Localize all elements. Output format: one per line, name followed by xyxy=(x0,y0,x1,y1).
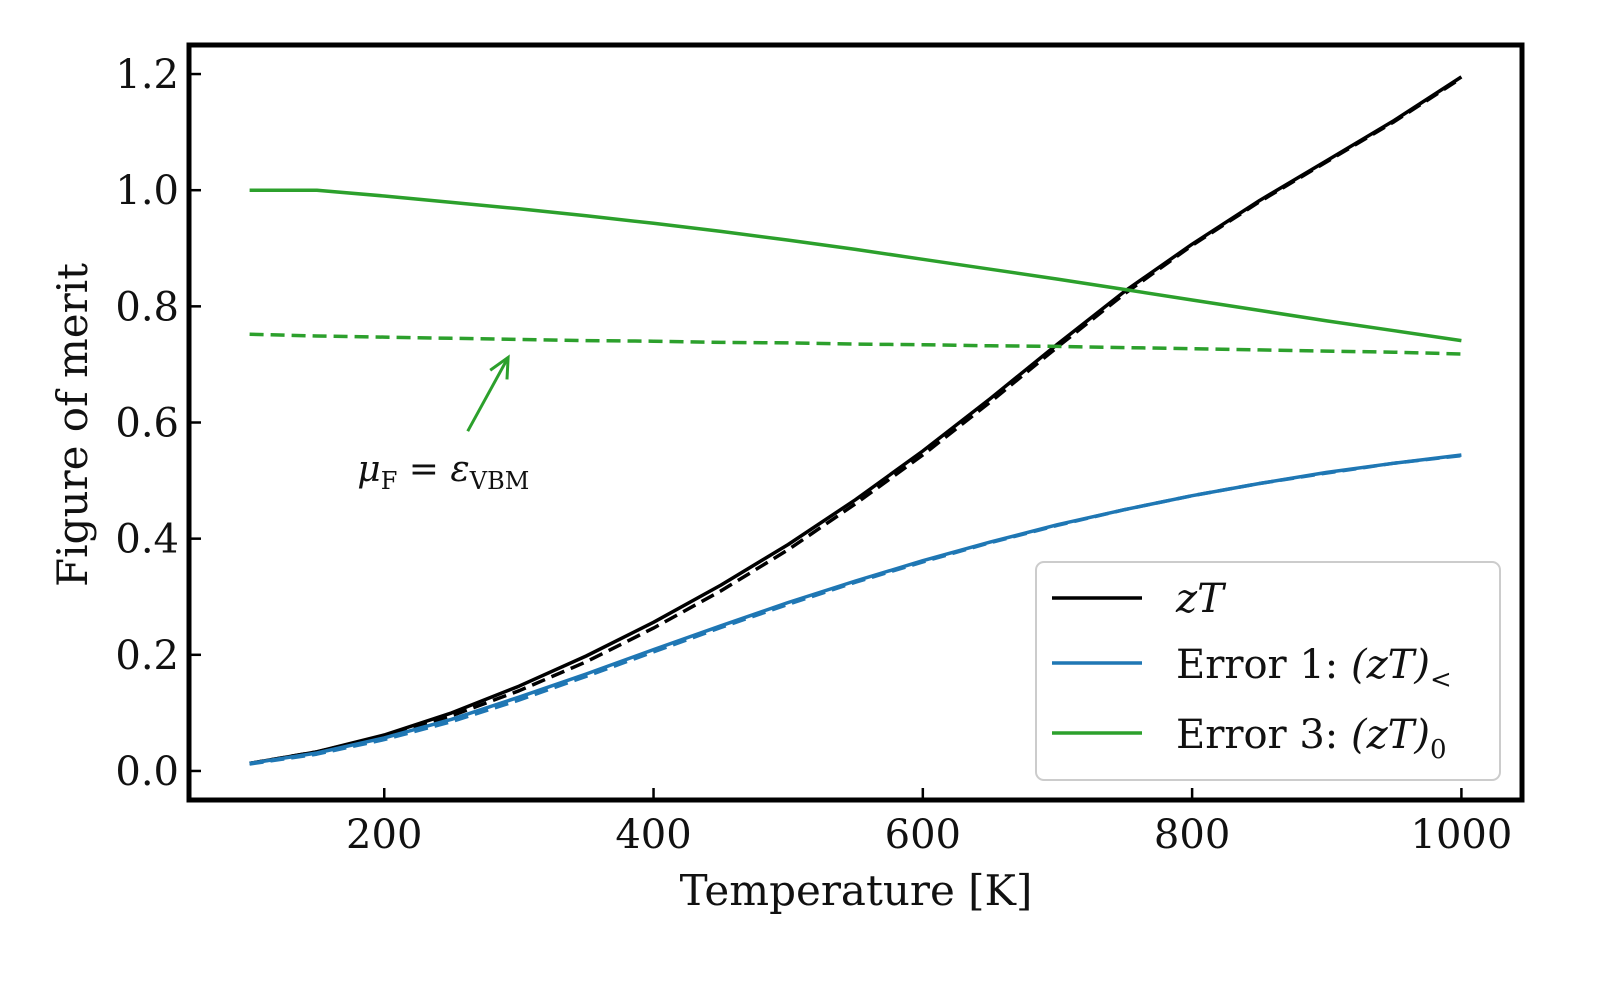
annotation-epsilon: ε xyxy=(450,449,469,490)
series-line-error-3-dashed xyxy=(249,332,1462,356)
annotation-eq: = xyxy=(397,449,450,490)
y-tick-label: 0.0 xyxy=(115,749,179,795)
y-tick-label: 1.2 xyxy=(115,52,179,98)
x-tick-label: 1000 xyxy=(1411,812,1513,858)
x-tick-label: 800 xyxy=(1154,812,1230,858)
x-tick-label: 400 xyxy=(615,812,691,858)
legend-label-zt: zT xyxy=(1175,576,1227,622)
annotation-arrow xyxy=(466,356,510,432)
series-line-error-3 xyxy=(249,188,1462,343)
y-tick-label: 0.6 xyxy=(115,401,179,447)
legend-label-error-3: Error 3: (zT)0 xyxy=(1176,712,1447,765)
legend-label-error-1: Error 1: (zT)< xyxy=(1176,642,1452,695)
annotation-label: μF = εVBM xyxy=(357,449,529,495)
series-line-zt xyxy=(249,75,1463,766)
legend-frame xyxy=(1035,561,1501,781)
annotation-mu-sub: F xyxy=(381,467,398,495)
x-tick-label: 600 xyxy=(885,812,961,858)
annotation-mu: μ xyxy=(357,449,380,490)
annotation-epsilon-sub: VBM xyxy=(469,467,530,495)
annotation: μF = εVBM xyxy=(357,354,529,495)
y-tick-label: 1.0 xyxy=(115,168,179,214)
y-tick-label: 0.4 xyxy=(115,517,179,563)
series-line-error-1-dashed xyxy=(249,453,1462,766)
ticks: 200 400 600 800 1000 0.0 0.2 0.4 0.6 0.8 1.0 1.2 xyxy=(115,52,1512,858)
y-axis-label: Figure of merit xyxy=(48,263,97,587)
y-tick-label: 0.8 xyxy=(115,284,179,330)
annotation-arrow-head xyxy=(489,354,510,380)
legend: zT Error 1: (zT)< Error 3: (zT)0 xyxy=(1035,561,1501,781)
series-layer xyxy=(249,75,1463,766)
x-axis-label: Temperature [K] xyxy=(680,866,1033,915)
x-tick-label: 200 xyxy=(346,812,422,858)
y-tick-label: 0.2 xyxy=(115,633,179,679)
